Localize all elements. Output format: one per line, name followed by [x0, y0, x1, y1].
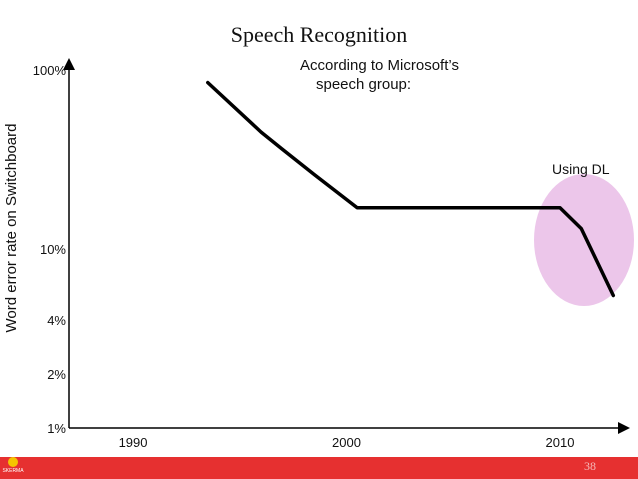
y-tick-label: 2%: [47, 367, 66, 382]
dl-highlight-ellipse: [534, 174, 634, 306]
annotation-label: Using DL: [552, 161, 610, 177]
y-tick-label: 1%: [47, 421, 66, 436]
institution-logo: SKERMA: [2, 457, 24, 477]
y-tick-label: 10%: [40, 242, 66, 257]
x-tick-label: 1990: [119, 435, 148, 450]
y-tick-label: 4%: [47, 313, 66, 328]
source-note: According to Microsoft’s speech group:: [300, 56, 459, 94]
logo-text: SKERMA: [2, 468, 24, 474]
y-tick-label: 100%: [33, 63, 67, 78]
x-tick-label: 2000: [332, 435, 361, 450]
footer-bar: SKERMA 38: [0, 457, 638, 479]
x-tick-label: 2010: [546, 435, 575, 450]
logo-emblem-icon: [8, 457, 18, 467]
slide-title: Speech Recognition: [230, 22, 408, 47]
source-note-line-2: speech group:: [316, 76, 412, 93]
page-number: 38: [584, 459, 596, 473]
source-note-line-1: According to Microsoft’s: [300, 57, 459, 74]
